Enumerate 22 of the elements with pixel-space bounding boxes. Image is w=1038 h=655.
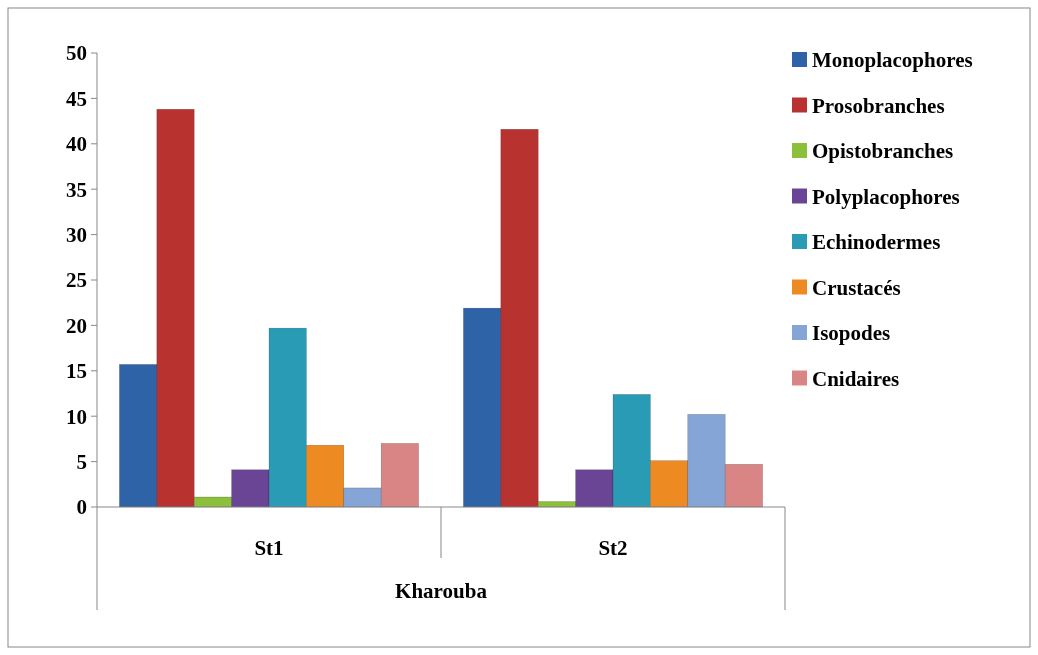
y-tick-label: 10 (66, 404, 87, 429)
y-tick-label: 50 (66, 41, 87, 66)
y-tick-label: 30 (66, 222, 87, 247)
legend-label: Isopodes (812, 321, 891, 346)
y-tick-label: 45 (66, 86, 87, 111)
legend-label: Monoplacophores (812, 48, 973, 73)
legend-label: Echinodermes (812, 230, 941, 255)
y-tick-label: 20 (66, 313, 87, 338)
y-tick-label: 40 (66, 132, 87, 157)
legend-label: Prosobranches (812, 93, 945, 118)
y-tick-label: 25 (66, 268, 87, 293)
legend-label: Cnidaires (812, 366, 900, 391)
y-tick-label: 15 (66, 359, 87, 384)
x-axis-title: Kharouba (395, 579, 488, 603)
legend-label: Crustacés (812, 275, 901, 300)
y-tick-label: 0 (76, 495, 87, 520)
legend-label: Opistobranches (812, 139, 954, 164)
legend-label: Polyplacophores (812, 184, 960, 209)
x-tick-label: St1 (254, 536, 284, 560)
y-tick-label: 35 (66, 177, 87, 202)
y-tick-label: 5 (76, 449, 87, 474)
x-tick-label: St2 (598, 536, 628, 560)
